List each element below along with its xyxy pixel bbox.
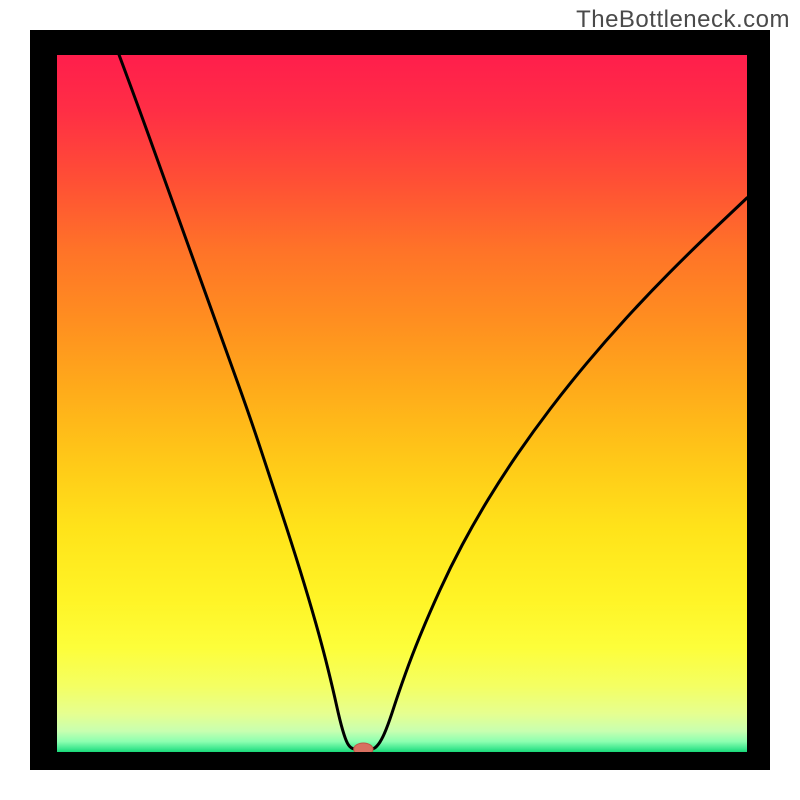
- optimal-point-marker: [354, 743, 373, 752]
- marker-layer: [57, 55, 747, 752]
- plot-area: [57, 55, 747, 752]
- page-root: TheBottleneck.com: [0, 0, 800, 800]
- watermark-text: TheBottleneck.com: [576, 6, 790, 34]
